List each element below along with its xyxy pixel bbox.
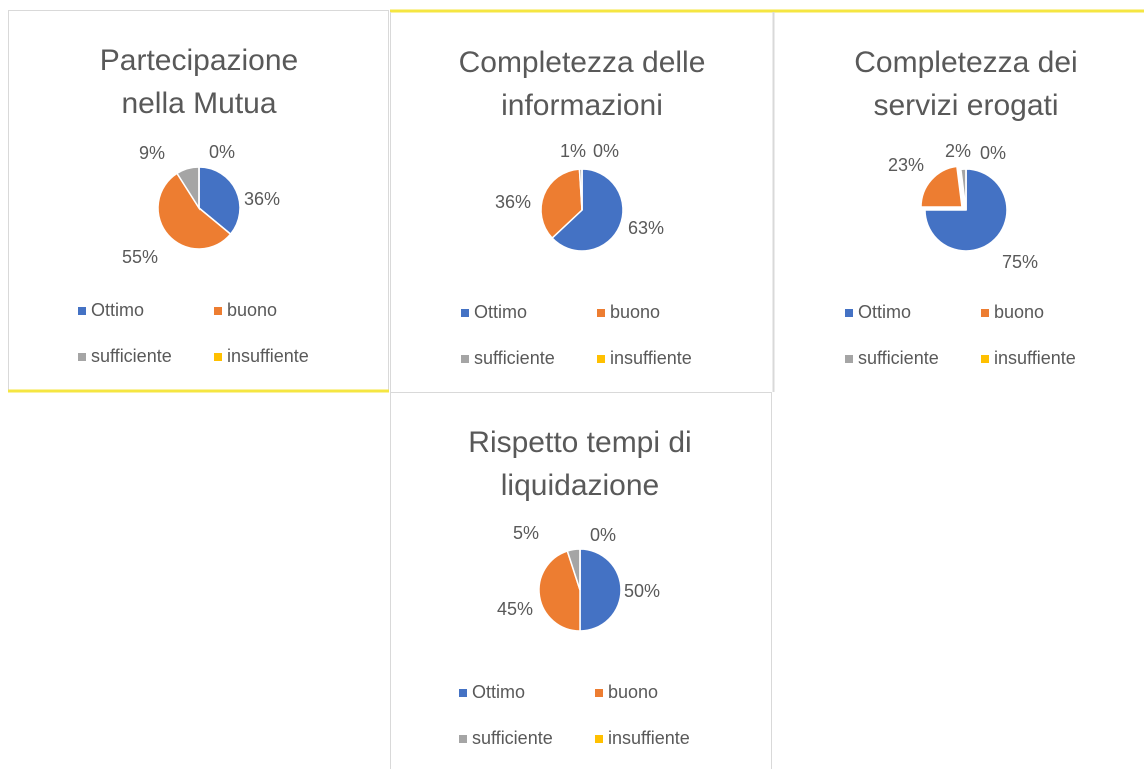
legend-swatch <box>597 309 605 317</box>
legend-label: sufficiente <box>858 348 939 368</box>
pie-slice <box>924 168 1008 252</box>
legend-label: buono <box>610 302 660 322</box>
data-label: 0% <box>209 142 235 162</box>
chart-title: liquidazione <box>501 469 659 502</box>
data-label: 1% <box>560 141 586 161</box>
pie-slice <box>920 165 963 208</box>
legend-swatch <box>214 307 222 315</box>
data-label: 55% <box>122 247 158 267</box>
legend-swatch <box>459 735 467 743</box>
legend-swatch <box>597 355 605 363</box>
data-label: 0% <box>593 141 619 161</box>
legend-swatch <box>981 309 989 317</box>
legend-swatch <box>595 689 603 697</box>
data-label: 50% <box>624 581 660 601</box>
data-label: 36% <box>244 189 280 209</box>
chart-title: Rispetto tempi di <box>468 426 691 459</box>
legend-label: insuffiente <box>610 348 692 368</box>
pie-slice <box>540 168 583 240</box>
legend-swatch <box>461 355 469 363</box>
data-label: 23% <box>888 155 924 175</box>
legend-label: insuffiente <box>994 348 1076 368</box>
pie-slice <box>538 550 581 632</box>
legend-label: Ottimo <box>858 302 911 322</box>
chart-title: nella Mutua <box>121 87 276 120</box>
data-label: 9% <box>139 143 165 163</box>
pie-slice <box>579 548 622 632</box>
legend-swatch <box>78 353 86 361</box>
legend-label: insuffiente <box>608 728 690 748</box>
legend-label: buono <box>227 300 277 320</box>
legend-label: sufficiente <box>474 348 555 368</box>
data-label: 36% <box>495 192 531 212</box>
data-label: 45% <box>497 599 533 619</box>
data-label: 0% <box>980 143 1006 163</box>
chart-title: servizi erogati <box>873 89 1058 122</box>
chart-title: Completezza delle <box>459 46 706 79</box>
pie-slice <box>157 172 232 250</box>
chart-title: Partecipazione <box>100 44 298 77</box>
legend-label: insuffiente <box>227 346 309 366</box>
legend-label: Ottimo <box>91 300 144 320</box>
data-label: 2% <box>945 141 971 161</box>
chart-title: Completezza dei <box>854 46 1077 79</box>
legend-swatch <box>461 309 469 317</box>
legend-label: Ottimo <box>474 302 527 322</box>
legend-label: buono <box>994 302 1044 322</box>
legend-label: sufficiente <box>472 728 553 748</box>
chart-title: informazioni <box>501 89 663 122</box>
legend-swatch <box>78 307 86 315</box>
legend-label: buono <box>608 682 658 702</box>
legend-swatch <box>459 689 467 697</box>
legend-swatch <box>981 355 989 363</box>
data-label: 5% <box>513 523 539 543</box>
data-label: 0% <box>590 525 616 545</box>
pie-slice <box>198 166 241 236</box>
legend-swatch <box>595 735 603 743</box>
legend-label: sufficiente <box>91 346 172 366</box>
data-label: 63% <box>628 218 664 238</box>
legend-swatch <box>845 355 853 363</box>
pie-slice <box>551 168 624 252</box>
legend-swatch <box>845 309 853 317</box>
data-label: 75% <box>1002 252 1038 272</box>
legend-label: Ottimo <box>472 682 525 702</box>
legend-swatch <box>214 353 222 361</box>
